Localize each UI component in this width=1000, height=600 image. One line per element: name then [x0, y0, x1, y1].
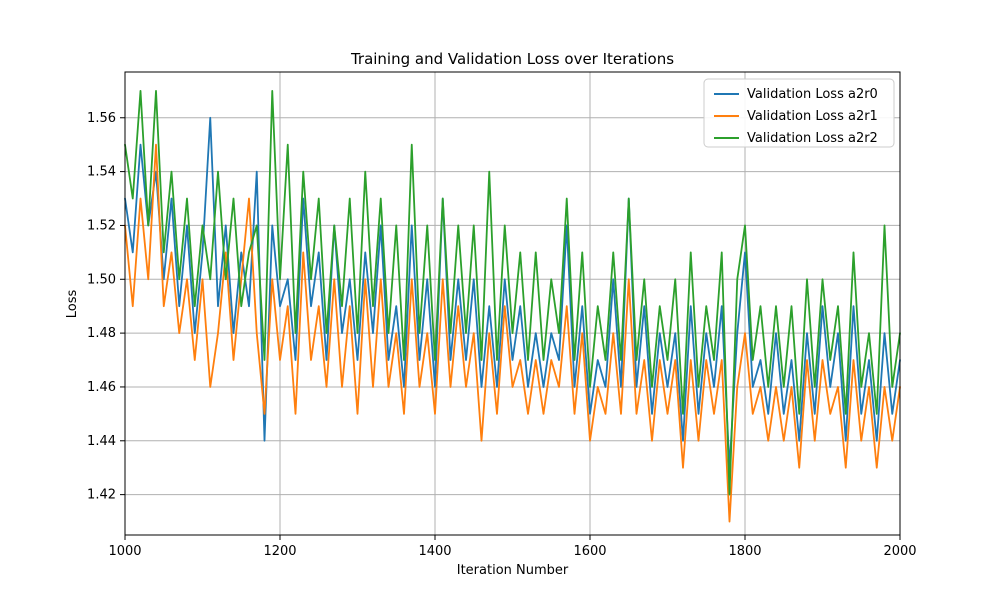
series-line-2 — [124, 89, 901, 496]
x-tick-label: 1800 — [728, 544, 761, 559]
legend-label: Validation Loss a2r0 — [747, 87, 878, 102]
y-tick-label: 1.48 — [87, 326, 116, 341]
y-tick-label: 1.54 — [87, 165, 116, 180]
y-tick-label: 1.46 — [87, 380, 116, 395]
series-group — [124, 89, 901, 523]
y-tick-label: 1.50 — [87, 272, 116, 287]
chart-title: Training and Validation Loss over Iterat… — [350, 50, 674, 68]
y-tick-label: 1.56 — [87, 111, 116, 126]
plot-frame — [124, 71, 901, 536]
legend: Validation Loss a2r0 Validation Loss a2r1… — [703, 78, 895, 148]
x-tick-label: 1200 — [263, 544, 296, 559]
y-tick-label: 1.52 — [87, 218, 116, 233]
legend-label: Validation Loss a2r2 — [747, 131, 878, 146]
y-axis-label: Loss — [65, 290, 80, 319]
y-tick-label: 1.44 — [87, 434, 116, 449]
axis-ticks: 1000 1200 1400 1600 1800 2000 1.42 1.44 1.46 1.48… — [87, 111, 917, 559]
x-axis-label: Iteration Number — [457, 563, 569, 578]
x-tick-label: 1000 — [108, 544, 141, 559]
y-tick-label: 1.42 — [87, 488, 116, 503]
series-line-0 — [124, 116, 901, 469]
legend-label: Validation Loss a2r1 — [747, 109, 878, 124]
legend-box — [703, 78, 895, 148]
x-tick-label: 1600 — [573, 544, 606, 559]
x-tick-label: 1400 — [418, 544, 451, 559]
series-line-1 — [124, 143, 901, 523]
x-tick-label: 2000 — [883, 544, 916, 559]
